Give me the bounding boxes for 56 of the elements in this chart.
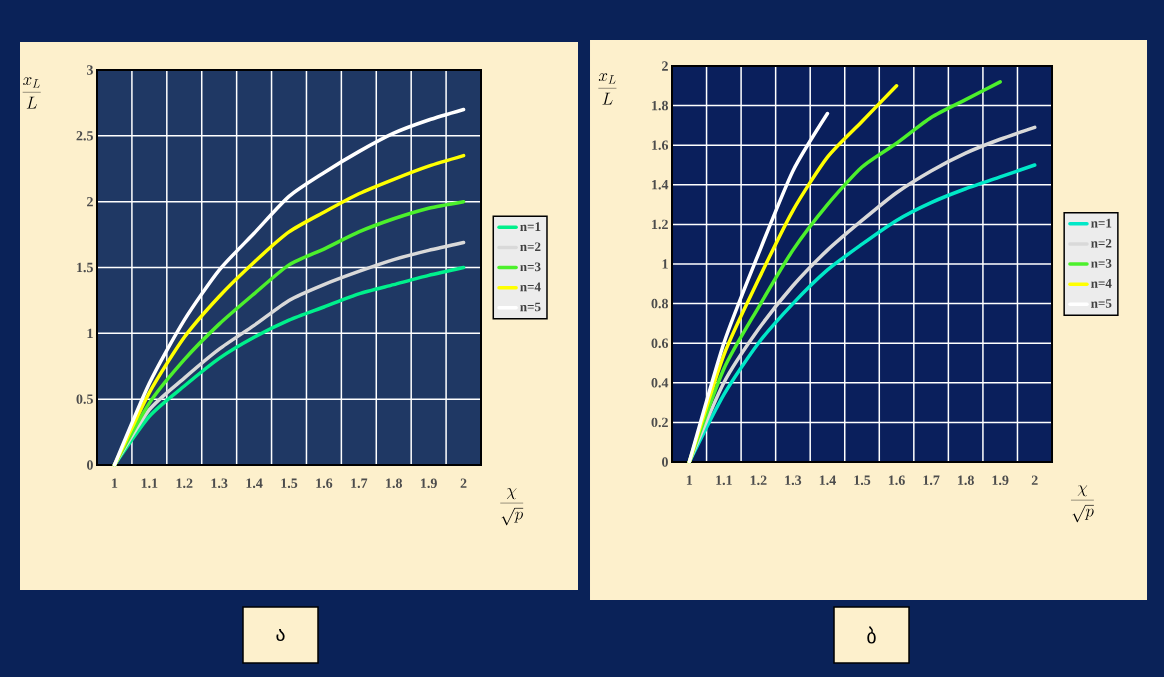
y-axis-title: $\frac{x_L}{L}$ bbox=[598, 73, 617, 105]
y-tick-label: 1 bbox=[662, 259, 668, 269]
x-tick-label: 1.2 bbox=[176, 478, 193, 488]
x-tick-label: 1.4 bbox=[819, 475, 836, 485]
legend-label: n=3 bbox=[1091, 259, 1112, 268]
y-tick-label: 2.5 bbox=[76, 131, 93, 141]
x-tick-label: 1.4 bbox=[246, 478, 263, 488]
x-tick-label: 1 bbox=[686, 475, 693, 485]
y-tick-label: 3 bbox=[87, 65, 93, 75]
text: ბ bbox=[867, 626, 876, 644]
y-tick-label: 1 bbox=[87, 328, 93, 338]
x-tick-label: 1.1 bbox=[141, 478, 158, 488]
legend-label: n=1 bbox=[1091, 218, 1112, 228]
legend-label: n=1 bbox=[520, 222, 541, 231]
x-tick-label: 1.8 bbox=[958, 475, 974, 486]
x-tick-label: 1.1 bbox=[716, 475, 732, 485]
x-tick-label: 1.3 bbox=[785, 475, 802, 485]
x-tick-label: 1.5 bbox=[281, 478, 298, 488]
y-tick-label: 0.5 bbox=[76, 394, 93, 404]
y-tick-label: 0 bbox=[87, 460, 93, 470]
y-tick-label: 2 bbox=[87, 197, 93, 207]
legend-label: n=3 bbox=[520, 262, 541, 272]
x-axis-title: $\frac{\chi}{\sqrt{p}}$ bbox=[500, 488, 524, 526]
legend-label: n=2 bbox=[520, 242, 541, 251]
y-tick-label: 1.5 bbox=[77, 262, 93, 273]
y-tick-label: 0.4 bbox=[651, 378, 669, 388]
legend-label: n=5 bbox=[520, 302, 541, 312]
x-tick-label: 1.5 bbox=[854, 475, 871, 485]
legend-label: n=2 bbox=[1091, 238, 1112, 248]
y-tick-label: 0.2 bbox=[651, 417, 668, 428]
x-tick-label: 1.3 bbox=[211, 478, 228, 488]
x-tick-label: 2 bbox=[1031, 475, 1038, 485]
x-tick-label: 1.6 bbox=[316, 478, 333, 488]
y-tick-label: 2 bbox=[662, 61, 668, 71]
x-tick-label: 1 bbox=[112, 478, 118, 488]
y-axis-title: $\frac{x_L}{L}$ bbox=[22, 77, 41, 109]
x-tick-label: 1.7 bbox=[923, 475, 940, 485]
legend-label: n=5 bbox=[1091, 299, 1112, 308]
y-tick-label: 0 bbox=[662, 457, 668, 467]
x-tick-label: 1.6 bbox=[888, 475, 905, 485]
y-tick-label: 1.4 bbox=[652, 180, 669, 190]
y-tick-label: 1.8 bbox=[652, 100, 669, 111]
x-tick-label: 1.8 bbox=[386, 478, 403, 489]
x-tick-label: 1.2 bbox=[750, 475, 767, 485]
y-tick-label: 0.8 bbox=[651, 298, 669, 309]
text: ა bbox=[276, 628, 285, 642]
x-tick-label: 1.9 bbox=[992, 475, 1009, 485]
x-tick-label: 1.7 bbox=[351, 478, 368, 488]
y-tick-label: 1.2 bbox=[652, 219, 668, 230]
y-tick-label: 1.6 bbox=[652, 140, 669, 150]
x-axis-title: $\frac{\chi}{\sqrt{p}}$ bbox=[1070, 485, 1094, 523]
legend-label: n=4 bbox=[1091, 279, 1112, 288]
x-tick-label: 2 bbox=[460, 478, 467, 488]
y-tick-label: 0.6 bbox=[651, 338, 669, 348]
x-tick-label: 1.9 bbox=[421, 478, 437, 488]
legend-label: n=4 bbox=[520, 282, 541, 292]
